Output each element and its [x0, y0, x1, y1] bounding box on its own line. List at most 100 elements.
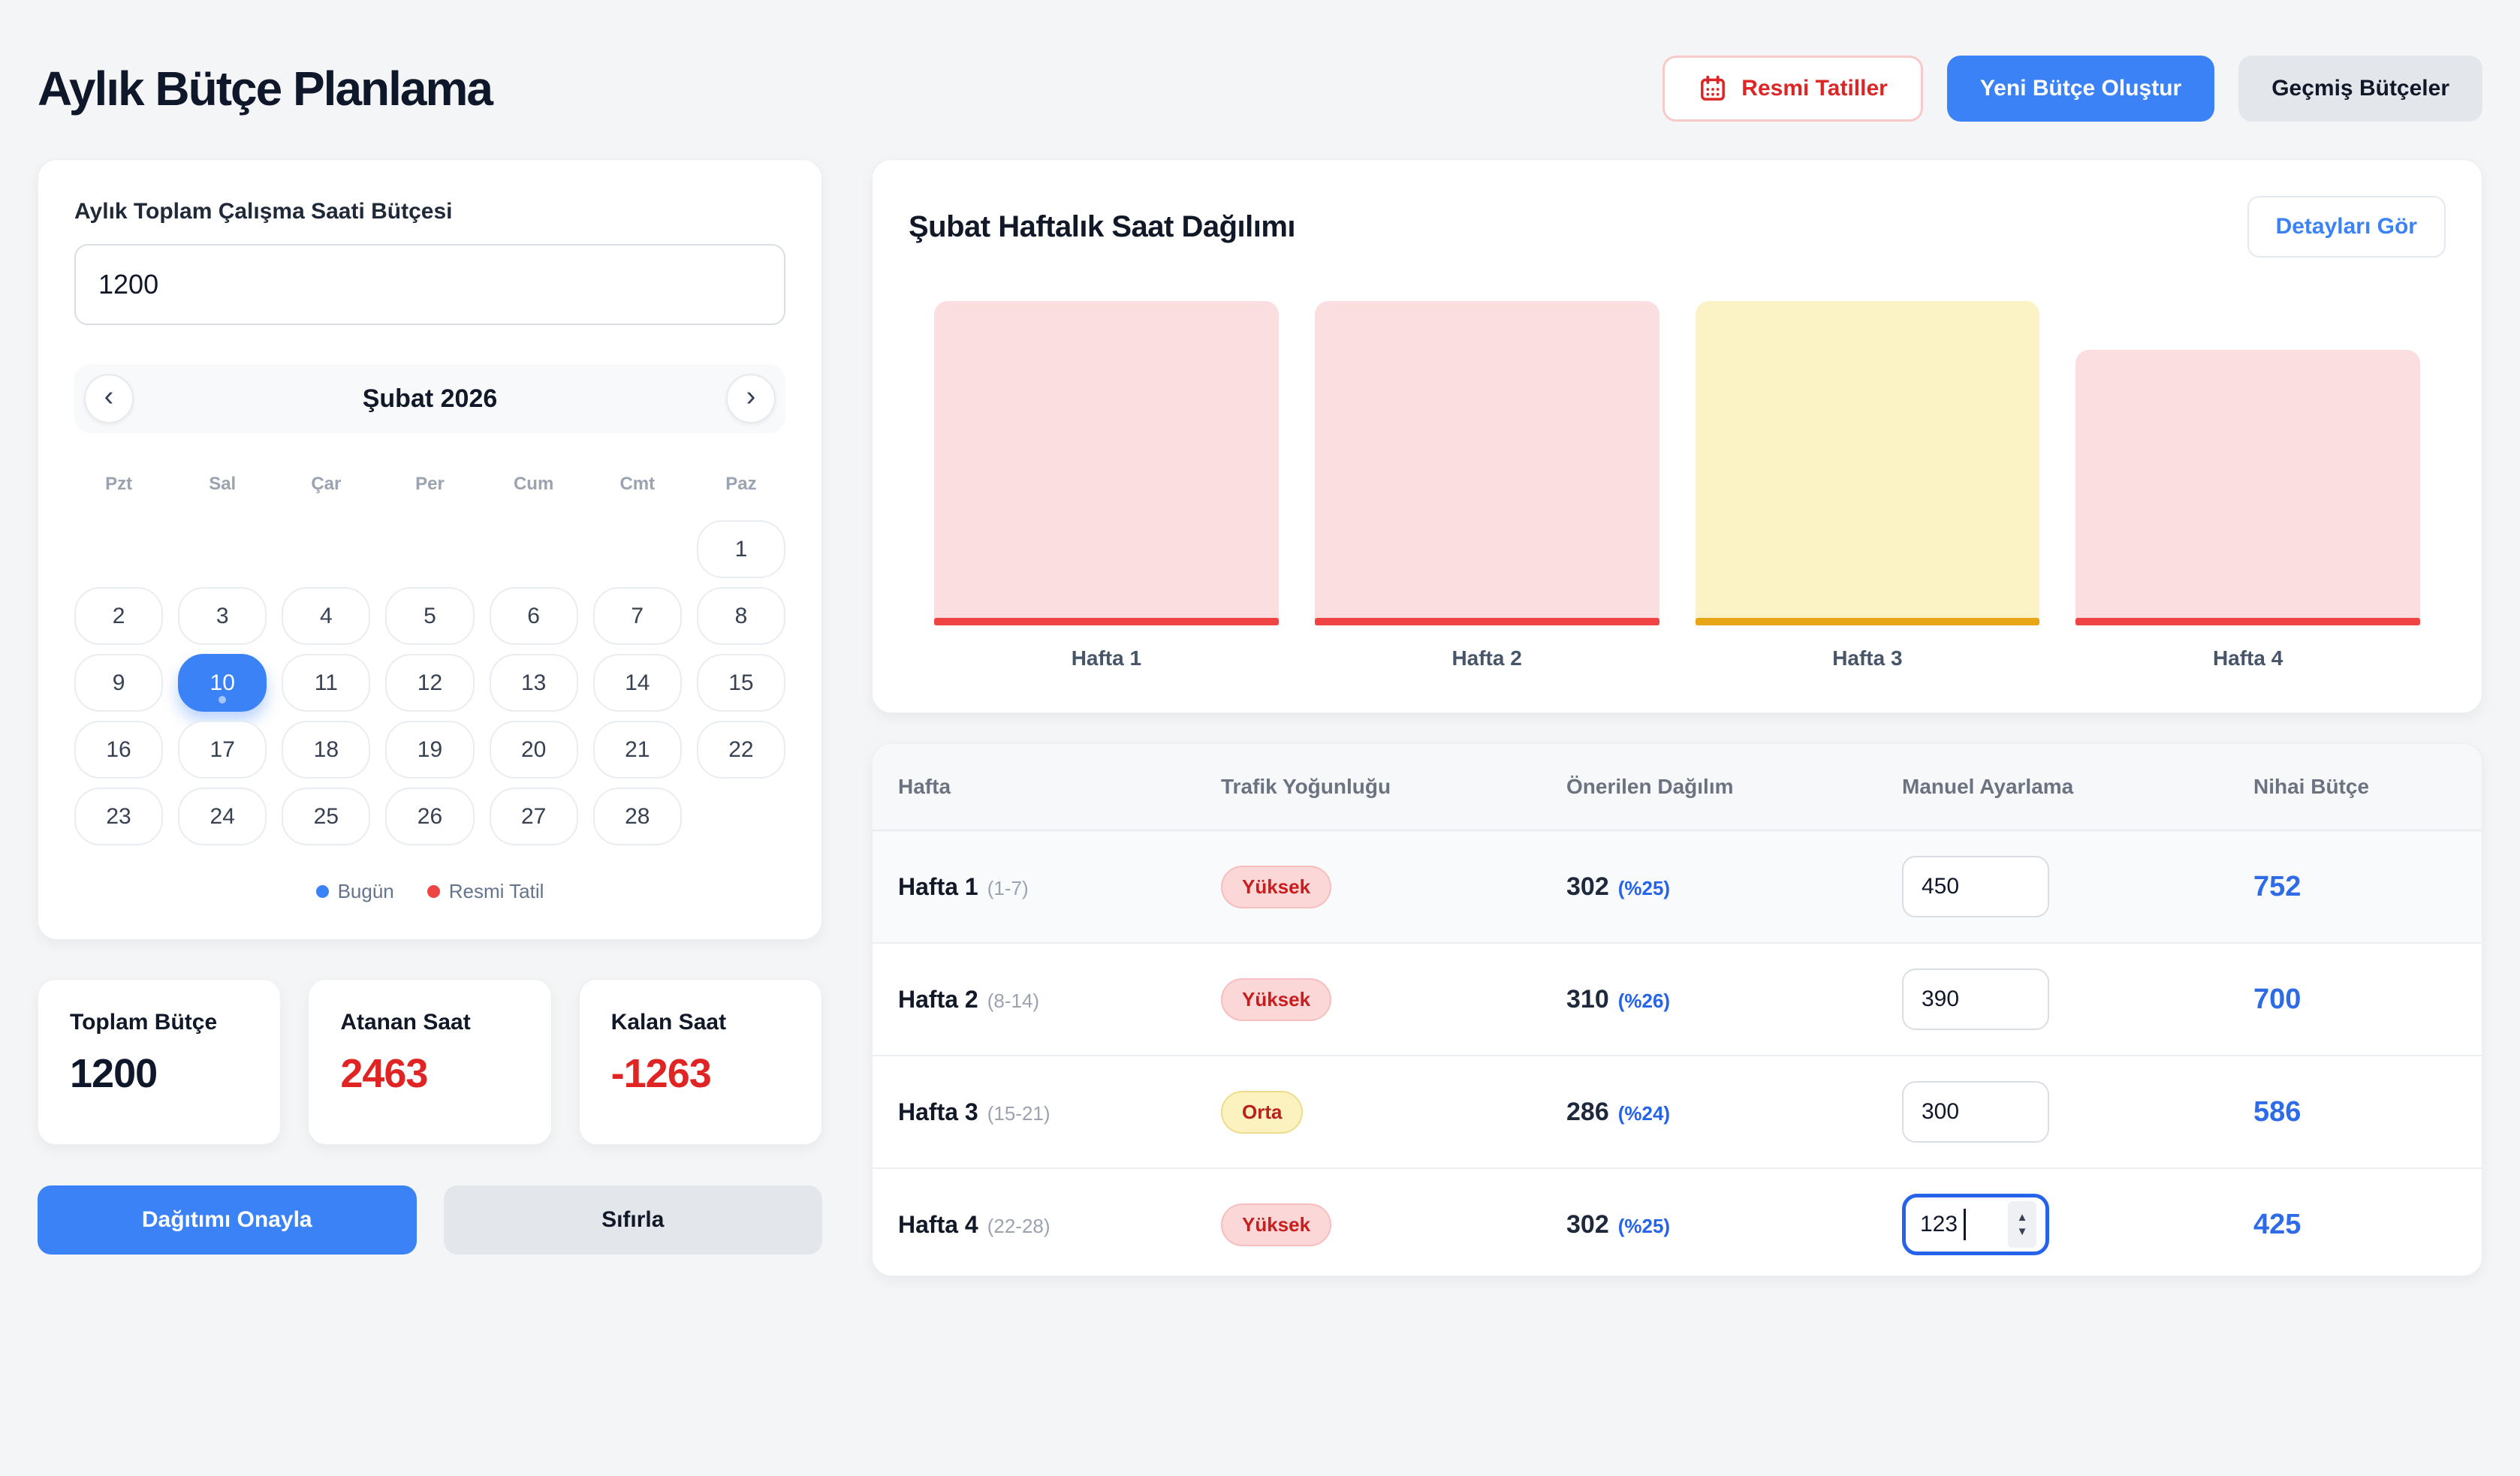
bar-category-label: Hafta 1	[1071, 646, 1142, 670]
calendar-day-10[interactable]: 10	[178, 654, 267, 712]
prev-month-button[interactable]: ‹	[84, 374, 134, 423]
calendar-day-12[interactable]: 12	[385, 654, 475, 712]
final-budget-value: 586	[2253, 1095, 2301, 1128]
calendar-day-7[interactable]: 7	[592, 587, 682, 645]
calendar-day-20[interactable]: 20	[489, 721, 578, 779]
calendar-legend: Bugün Resmi Tatil	[74, 880, 785, 903]
column-header: Önerilen Dağılım	[1566, 775, 1734, 798]
new-budget-button[interactable]: Yeni Bütçe Oluştur	[1946, 55, 2215, 122]
calendar-day-13[interactable]: 13	[489, 654, 578, 712]
final-budget-value: 752	[2253, 870, 2301, 902]
table-header: Hafta Trafik Yoğunluğu Önerilen Dağılım Man…	[873, 744, 2482, 831]
day-number: 18	[313, 736, 339, 762]
calendar-day-14[interactable]: 14	[592, 654, 682, 712]
budget-panel: Aylık Toplam Çalışma Saati Bütçesi ‹ Şub…	[38, 159, 822, 940]
final-cell: 752	[2253, 871, 2456, 903]
view-details-button[interactable]: Detayları Gör	[2247, 196, 2446, 258]
day-number: 7	[631, 603, 644, 628]
official-holidays-label: Resmi Tatiller	[1741, 75, 1888, 101]
calendar-day-8[interactable]: 8	[696, 587, 785, 645]
bar-base-stripe	[934, 618, 1279, 625]
bar-chart	[909, 301, 2446, 625]
bar-hafta-4	[2075, 349, 2420, 625]
bar-column	[1695, 301, 2040, 625]
day-number: 24	[209, 803, 235, 829]
calendar-day-15[interactable]: 15	[696, 654, 785, 712]
spinner-down-icon[interactable]: ▼	[2016, 1225, 2028, 1238]
calendar-day-21[interactable]: 21	[592, 721, 682, 779]
calendar-day-6[interactable]: 6	[489, 587, 578, 645]
manual-input-hafta-2[interactable]	[1904, 970, 2048, 1029]
calendar-day-11[interactable]: 11	[282, 654, 371, 712]
calendar-day-22[interactable]: 22	[696, 721, 785, 779]
legend-dot-icon	[315, 885, 329, 898]
calendar-grid: 1 2 3 4 5 6 7 8 9 10 11 12 13 14 15 16 17 18 19 20 21 22 23 24 2…	[74, 520, 785, 845]
next-month-button[interactable]: ›	[726, 374, 776, 423]
calendar-day-4[interactable]: 4	[282, 587, 371, 645]
calendar-day-19[interactable]: 19	[385, 721, 475, 779]
weekday-label: Cmt	[619, 474, 656, 494]
calendar-day-1[interactable]: 1	[696, 520, 785, 578]
day-number: 19	[417, 736, 443, 762]
manual-input-wrap-hafta-3	[1902, 1081, 2049, 1143]
final-budget-value: 425	[2253, 1208, 2301, 1240]
manual-input-hafta-3[interactable]	[1904, 1083, 2048, 1141]
legend-dot-icon	[427, 885, 440, 898]
weekday-label: Çar	[311, 474, 342, 494]
day-number: 10	[209, 670, 235, 695]
day-number: 15	[728, 670, 754, 695]
past-budgets-button[interactable]: Geçmiş Bütçeler	[2238, 55, 2482, 122]
chart-header: Şubat Haftalık Saat Dağılımı Detayları G…	[909, 196, 2446, 258]
reset-button[interactable]: Sıfırla	[443, 1185, 822, 1255]
number-spinner[interactable]: ▲ ▼	[2008, 1201, 2036, 1248]
traffic-badge: Orta	[1221, 1090, 1304, 1134]
calendar-day-5[interactable]: 5	[385, 587, 475, 645]
left-column: Aylık Toplam Çalışma Saati Bütçesi ‹ Şub…	[38, 159, 822, 1276]
day-number: 25	[313, 803, 339, 829]
right-column: Şubat Haftalık Saat Dağılımı Detayları G…	[872, 159, 2482, 1276]
manual-input-wrap-hafta-2	[1902, 968, 2049, 1030]
calendar-day-24[interactable]: 24	[178, 788, 267, 845]
suggested-value: 286	[1566, 1097, 1609, 1126]
table-row-hafta-4: Hafta 4 (22-28) Yüksek 302 (%25) ▲▼ 425	[873, 1169, 2482, 1276]
bar-base-stripe	[1695, 618, 2040, 625]
manual-cell: ▲▼	[1902, 1194, 2253, 1255]
text-cursor	[1964, 1209, 1966, 1240]
stat-value: -1263	[610, 1051, 712, 1096]
traffic-cell: Yüksek	[1221, 1203, 1566, 1246]
suggested-cell: 302 (%25)	[1566, 872, 1902, 902]
day-number: 14	[625, 670, 650, 695]
official-holidays-button[interactable]: Resmi Tatiller	[1662, 55, 1923, 122]
table-row-hafta-2: Hafta 2 (8-14) Yüksek 310 (%26) 700	[873, 944, 2482, 1056]
calendar-day-9[interactable]: 9	[74, 654, 164, 712]
day-number: 2	[112, 603, 125, 628]
calendar-header: ‹ Şubat 2026 ›	[74, 364, 785, 433]
day-number: 8	[734, 603, 748, 628]
day-number: 5	[424, 603, 436, 628]
calendar-day-2[interactable]: 2	[74, 587, 164, 645]
column-header: Hafta	[898, 775, 951, 798]
approve-distribution-button[interactable]: Dağıtımı Onayla	[38, 1185, 417, 1255]
spinner-up-icon[interactable]: ▲	[2016, 1211, 2028, 1224]
calendar-day-26[interactable]: 26	[385, 788, 475, 845]
calendar-day-28[interactable]: 28	[592, 788, 682, 845]
calendar-day-3[interactable]: 3	[178, 587, 267, 645]
monthly-budget-input[interactable]	[74, 244, 785, 325]
weekday-label: Per	[415, 474, 445, 494]
calendar-day-18[interactable]: 18	[282, 721, 371, 779]
manual-input-hafta-1[interactable]	[1904, 857, 2048, 916]
calendar-day-23[interactable]: 23	[74, 788, 164, 845]
calendar-day-25[interactable]: 25	[282, 788, 371, 845]
weekday-label: Cum	[513, 474, 554, 494]
day-number: 22	[728, 736, 754, 762]
calendar-day-27[interactable]: 27	[489, 788, 578, 845]
column-header: Nihai Bütçe	[2253, 775, 2370, 798]
calendar-day-16[interactable]: 16	[74, 721, 164, 779]
week-name: Hafta 3	[898, 1098, 978, 1125]
suggested-percent: (%25)	[1617, 876, 1671, 899]
suggested-value: 310	[1566, 984, 1609, 1014]
calendar-day-17[interactable]: 17	[178, 721, 267, 779]
bar-hafta-3	[1695, 301, 2040, 625]
bar-column	[934, 301, 1279, 625]
